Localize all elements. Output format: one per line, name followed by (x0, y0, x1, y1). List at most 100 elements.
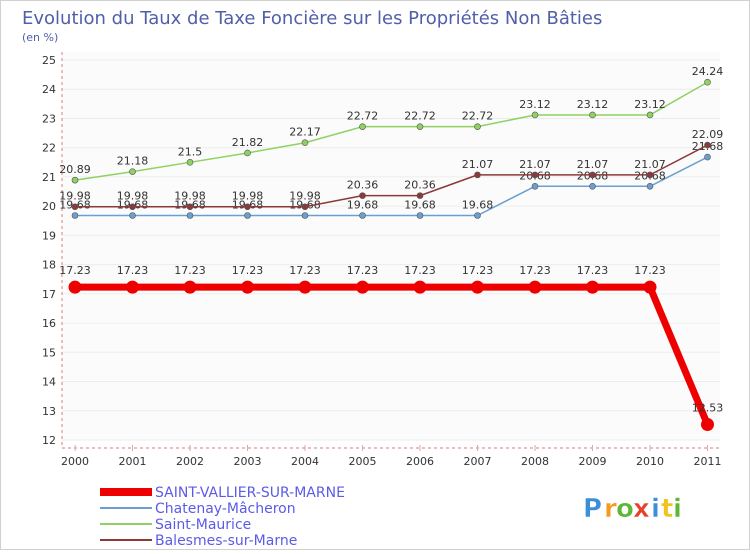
data-label: 19.68 (347, 199, 379, 212)
data-label: 17.23 (174, 264, 206, 277)
data-label: 21.07 (634, 158, 666, 171)
data-point (704, 141, 711, 149)
data-label: 21.18 (117, 155, 149, 168)
x-tick-label: 2000 (61, 455, 89, 468)
data-point (359, 212, 366, 219)
data-label: 21.07 (462, 158, 494, 171)
data-point (129, 168, 136, 175)
data-point (301, 139, 309, 147)
logo-letter: x (633, 494, 650, 524)
y-tick-label: 15 (42, 346, 56, 359)
data-point (71, 212, 79, 219)
data-point (474, 171, 481, 179)
data-point (126, 280, 139, 294)
data-point (589, 171, 596, 179)
data-label: 24.24 (692, 65, 724, 78)
series-saint-maurice: 20.89 21.18 21.5 21.82 22.17 22.72 22.72 22.72 2… (59, 65, 724, 184)
data-point (413, 280, 427, 294)
logo-letter: i (673, 494, 682, 524)
series-balesmes-sur-marne: 19.98 19.98 19.98 19.98 19.98 20.36 20.36 21.07… (59, 128, 724, 211)
data-point (298, 280, 312, 294)
data-point (356, 280, 369, 294)
series-line (71, 283, 711, 429)
data-point (186, 203, 194, 211)
axes: 12 13 14 15 16 17 18 19 20 21 22 23 24 25 2000 2001 2002… (42, 52, 722, 468)
y-tick-label: 22 (42, 142, 56, 155)
data-label: 17.23 (289, 264, 321, 277)
logo-letter: t (661, 494, 673, 524)
x-tick-label: 2006 (406, 455, 434, 468)
y-tick-label: 14 (42, 376, 56, 389)
data-point (71, 176, 79, 184)
series-saint-vallier-sur-marne: 17.23 17.23 17.23 17.23 17.23 17.23 17.23 17.23… (59, 264, 724, 432)
data-point (416, 123, 424, 130)
series-line (74, 81, 709, 181)
data-label: 19.68 (462, 199, 494, 212)
data-label: 19.98 (59, 190, 91, 203)
y-tick-label: 12 (42, 434, 56, 447)
data-point (471, 280, 484, 294)
y-tick-label: 20 (42, 200, 56, 213)
data-point (244, 212, 251, 219)
y-tick-label: 17 (42, 288, 56, 301)
data-point (586, 280, 599, 294)
data-label: 23.12 (577, 98, 609, 111)
data-label: 22.09 (692, 128, 724, 141)
data-label: 22.17 (289, 126, 321, 139)
legend-label: Balesmes-sur-Marne (155, 533, 297, 549)
y-tick-label: 23 (42, 112, 56, 125)
series-layer: 19.6819.6819.6819.6819.6819.6819.6819.68… (59, 65, 724, 432)
data-label: 21.82 (232, 136, 264, 149)
data-point (129, 212, 136, 219)
data-label: 22.72 (462, 110, 494, 123)
data-point (301, 203, 309, 211)
data-point (244, 203, 251, 211)
y-tick-label: 18 (42, 259, 56, 272)
data-label: 20.89 (59, 163, 91, 176)
data-label: 17.23 (634, 264, 666, 277)
x-tick-label: 2011 (694, 455, 722, 468)
data-label: 21.07 (519, 158, 551, 171)
x-tick-label: 2005 (349, 455, 377, 468)
data-point (241, 280, 254, 294)
y-tick-label: 13 (42, 405, 56, 418)
data-point (359, 123, 366, 130)
data-point (646, 171, 654, 179)
data-label: 23.12 (519, 98, 551, 111)
data-label: 19.98 (117, 190, 149, 203)
x-tick-label: 2008 (521, 455, 549, 468)
x-tick-label: 2009 (579, 455, 607, 468)
legend-label: Saint-Maurice (155, 517, 251, 533)
data-label: 20.36 (404, 179, 436, 192)
legend-label: Chatenay-Mâcheron (155, 501, 296, 517)
data-point (646, 111, 654, 119)
y-axis-unit-label: (en %) (22, 31, 58, 44)
data-label: 17.23 (117, 264, 149, 277)
data-label: 19.98 (174, 190, 206, 203)
data-label: 19.68 (404, 199, 436, 212)
series-line (74, 144, 709, 208)
data-label: 19.98 (232, 190, 264, 203)
data-label: 12.53 (692, 402, 724, 415)
data-point (474, 123, 481, 130)
y-tick-label: 16 (42, 317, 56, 330)
data-point (71, 203, 79, 211)
data-point (704, 153, 711, 161)
data-point (646, 182, 654, 190)
data-point (301, 212, 309, 219)
data-point (244, 149, 251, 157)
chart-title: Evolution du Taux de Taxe Foncière sur l… (22, 8, 602, 29)
x-tick-label: 2003 (234, 455, 262, 468)
data-label: 22.72 (347, 110, 379, 123)
data-label: 17.23 (519, 264, 551, 277)
data-point (531, 182, 539, 190)
data-point (186, 212, 194, 219)
data-label: 20.36 (347, 179, 379, 192)
y-tick-label: 24 (42, 83, 56, 96)
series-line (74, 156, 709, 217)
data-point (416, 212, 424, 219)
data-point (416, 192, 424, 199)
y-tick-label: 19 (42, 229, 56, 242)
data-point (643, 280, 657, 294)
